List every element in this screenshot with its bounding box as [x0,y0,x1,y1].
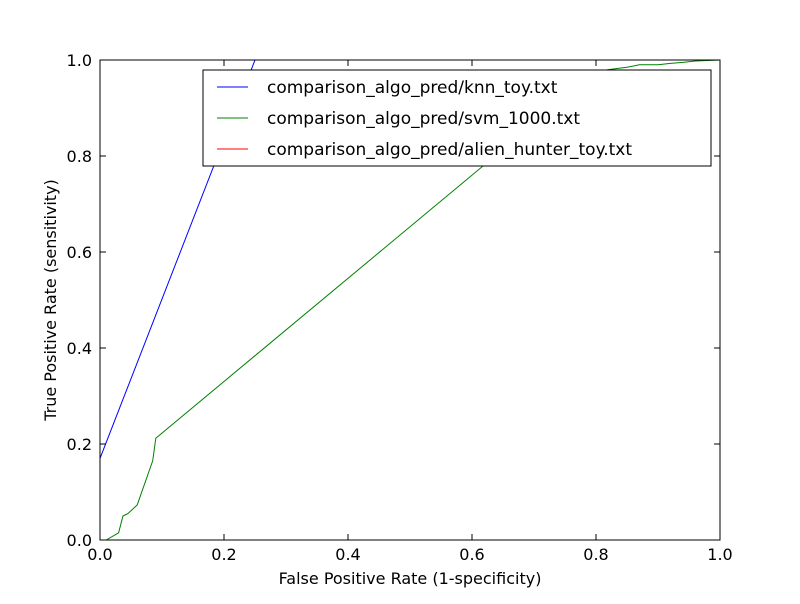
plot-frame [99,59,721,541]
x-axis-label: False Positive Rate (1-specificity) [279,569,542,588]
y-tick-label: 0.8 [67,147,92,166]
legend: comparison_algo_pred/knn_toy.txt comparis… [202,69,712,167]
series-line-0 [100,60,262,459]
y-tick-label: 0.2 [67,435,92,454]
tick-layer: 0.0 0.2 0.4 0.6 0.8 1.0 0.0 0.2 0.4 0.6 0.8 1.0 [67,51,733,564]
legend-box [202,69,712,167]
x-tick-label: 0.0 [87,545,112,564]
legend-label-0: comparison_algo_pred/knn_toy.txt [267,78,558,98]
y-tick-label: 0.4 [67,339,92,358]
y-tick-label: 0.0 [67,531,92,550]
x-tick-label: 0.2 [211,545,236,564]
y-tick-label: 0.6 [67,243,92,262]
y-tick-label: 1.0 [67,51,92,70]
x-tick-label: 0.4 [335,545,360,564]
legend-label-2: comparison_algo_pred/alien_hunter_toy.tx… [267,140,632,160]
x-tick-label: 0.8 [583,545,608,564]
y-axis-label: True Positive Rate (sensitivity) [41,179,60,422]
x-tick-label: 1.0 [707,545,732,564]
legend-label-1: comparison_algo_pred/svm_1000.txt [267,109,580,129]
x-tick-label: 0.6 [459,545,484,564]
